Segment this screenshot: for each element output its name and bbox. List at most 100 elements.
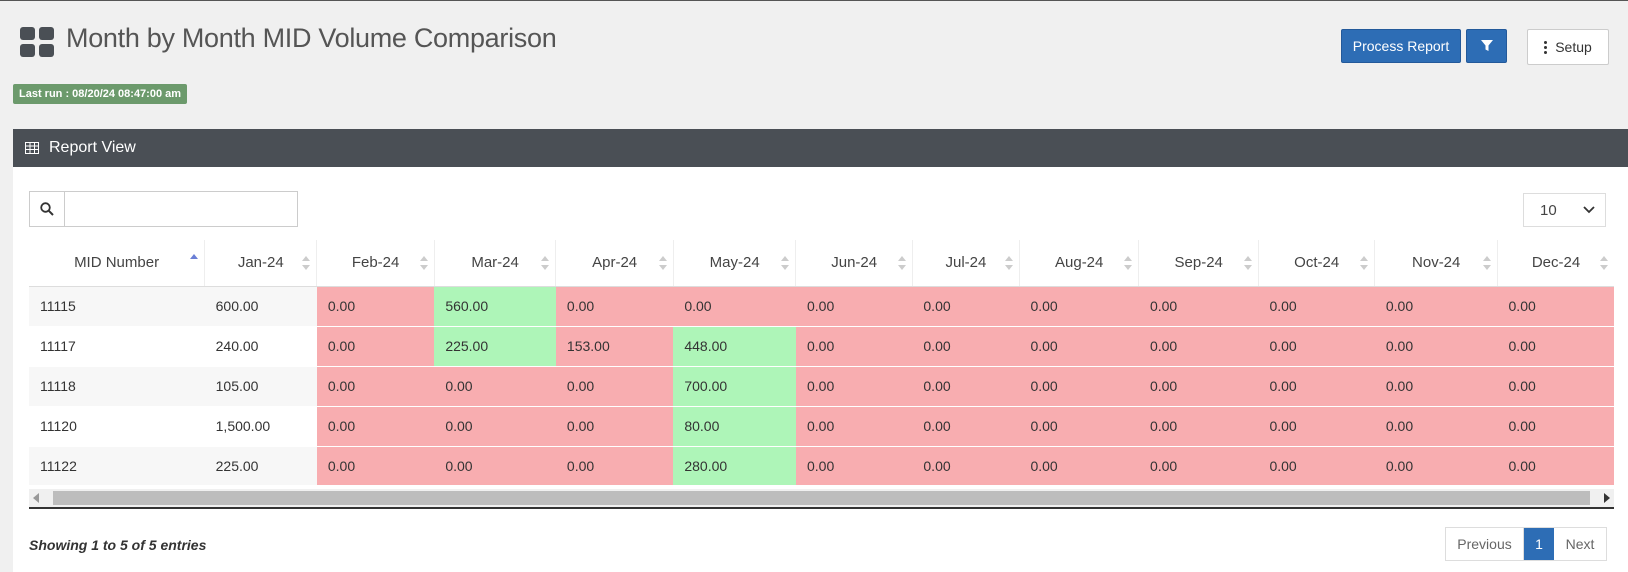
- column-header-feb-24[interactable]: Feb-24: [316, 240, 435, 287]
- dashboard-grid-icon: [20, 27, 54, 57]
- next-page-button[interactable]: Next: [1565, 536, 1595, 552]
- volume-cell: 0.00: [1019, 406, 1139, 447]
- column-header-label: Sep-24: [1174, 254, 1223, 272]
- chevron-down-icon: [1583, 206, 1595, 214]
- column-header-mar-24[interactable]: Mar-24: [433, 240, 556, 287]
- search-box: [29, 191, 298, 227]
- column-header-label: Dec-24: [1531, 254, 1581, 272]
- volume-cell: 700.00: [673, 366, 796, 407]
- column-header-aug-24[interactable]: Aug-24: [1018, 240, 1139, 287]
- previous-page-button[interactable]: Previous: [1446, 528, 1524, 560]
- sort-both-icon: [658, 256, 667, 270]
- process-report-button[interactable]: Process Report: [1341, 29, 1461, 63]
- mid-number-cell: 11115: [29, 286, 205, 327]
- volume-cell: 0.00: [1138, 366, 1259, 407]
- sort-both-icon: [1600, 256, 1608, 270]
- panel-header: Report View: [13, 129, 1628, 167]
- volume-cell: 0.00: [912, 406, 1020, 447]
- last-run-badge: Last run : 08/20/24 08:47:00 am: [13, 84, 188, 104]
- entries-info: Showing 1 to 5 of 5 entries: [29, 537, 207, 553]
- volume-cell: 0.00: [1374, 366, 1498, 407]
- volume-cell: 0.00: [673, 286, 796, 327]
- volume-cell: 80.00: [673, 406, 796, 447]
- sort-both-icon: [897, 256, 906, 270]
- column-header-label: Mar-24: [471, 254, 519, 272]
- volume-cell: 0.00: [316, 366, 435, 407]
- mid-number-cell: 11118: [29, 366, 205, 407]
- column-header-apr-24[interactable]: Apr-24: [555, 240, 674, 287]
- volume-cell: 0.00: [434, 366, 556, 407]
- mid-number-cell: 11120: [29, 406, 205, 447]
- volume-cell: 0.00: [555, 286, 674, 327]
- volume-cell: 0.00: [1258, 326, 1375, 367]
- volume-cell: 153.00: [555, 326, 674, 367]
- volume-cell: 0.00: [912, 286, 1020, 327]
- table-row: 11122 225.00 0.00 0.00 0.00 280.00 0.00 0.00 0.0…: [29, 446, 1614, 485]
- search-icon: [30, 192, 65, 226]
- column-header-label: Aug-24: [1055, 254, 1104, 272]
- volume-cell: 0.00: [1258, 406, 1375, 447]
- volume-cell: 0.00: [1374, 286, 1498, 327]
- column-header-jul-24[interactable]: Jul-24: [911, 240, 1020, 287]
- search-input[interactable]: [65, 192, 297, 226]
- setup-button[interactable]: Setup: [1527, 29, 1609, 65]
- volume-cell: 0.00: [912, 366, 1020, 407]
- volume-cell: 0.00: [1258, 446, 1375, 485]
- column-header-label: Oct-24: [1294, 254, 1340, 272]
- page-size-select[interactable]: 10: [1523, 193, 1606, 227]
- column-header-may-24[interactable]: May-24: [672, 240, 796, 287]
- column-header-label: Nov-24: [1412, 254, 1461, 272]
- sort-both-icon: [419, 256, 428, 270]
- pagination: Previous 1 Next: [1445, 527, 1607, 561]
- page-size-value: 10: [1540, 201, 1557, 219]
- volume-cell: 0.00: [434, 446, 556, 485]
- column-header-jun-24[interactable]: Jun-24: [795, 240, 913, 287]
- column-header-label: Jun-24: [831, 254, 878, 272]
- column-header-nov-24[interactable]: Nov-24: [1374, 240, 1498, 287]
- volume-cell: 0.00: [434, 406, 556, 447]
- volume-cell: 0.00: [555, 406, 674, 447]
- volume-cell: 0.00: [1019, 326, 1139, 367]
- volume-cell: 0.00: [1497, 326, 1614, 367]
- setup-label: Setup: [1555, 39, 1592, 55]
- page-1-button[interactable]: 1: [1524, 528, 1554, 560]
- column-header-jan-24[interactable]: Jan-24: [204, 240, 317, 287]
- volume-cell: 0.00: [555, 366, 674, 407]
- volume-cell: 0.00: [1019, 366, 1139, 407]
- volume-cell: 225.00: [204, 446, 317, 485]
- column-header-label: Feb-24: [351, 254, 400, 272]
- volume-cell: 0.00: [795, 406, 913, 447]
- column-header-label: Apr-24: [592, 254, 638, 272]
- column-header-sep-24[interactable]: Sep-24: [1138, 240, 1259, 287]
- volume-cell: 0.00: [795, 446, 913, 485]
- column-header-label: Jul-24: [945, 254, 987, 272]
- column-header-oct-24[interactable]: Oct-24: [1257, 240, 1375, 287]
- volume-cell: 0.00: [1258, 286, 1375, 327]
- column-header-label: May-24: [709, 254, 760, 272]
- volume-cell: 560.00: [434, 286, 556, 327]
- report-panel: 10 MID Number Jan-24 Feb-24 Mar-24 Apr-24 May…: [13, 167, 1628, 572]
- volume-cell: 0.00: [316, 326, 435, 367]
- sort-ascending-icon: [190, 254, 199, 259]
- column-header-dec-24[interactable]: Dec-24: [1497, 240, 1614, 287]
- volume-cell: 0.00: [1019, 446, 1139, 485]
- volume-cell: 0.00: [1497, 446, 1614, 485]
- volume-cell: 280.00: [673, 446, 796, 485]
- volume-cell: 0.00: [1374, 446, 1498, 485]
- sort-both-icon: [781, 256, 790, 270]
- panel-title: Report View: [49, 139, 136, 156]
- filter-button[interactable]: [1466, 29, 1507, 63]
- volume-cell: 0.00: [1497, 366, 1614, 407]
- scroll-right-arrow-icon[interactable]: [1604, 493, 1610, 503]
- mid-number-cell: 11122: [29, 446, 205, 485]
- horizontal-scrollbar[interactable]: [29, 489, 1614, 509]
- volume-cell: 0.00: [795, 366, 913, 407]
- table-row: 11118 105.00 0.00 0.00 0.00 700.00 0.00 0.00 0.0…: [29, 366, 1614, 407]
- sort-both-icon: [302, 256, 311, 270]
- column-header-mid-number[interactable]: MID Number: [29, 240, 205, 287]
- scrollbar-thumb[interactable]: [53, 491, 1590, 505]
- scroll-left-arrow-icon[interactable]: [33, 493, 39, 503]
- sort-both-icon: [1360, 256, 1369, 270]
- volume-cell: 1,500.00: [204, 406, 317, 447]
- volume-cell: 448.00: [673, 326, 796, 367]
